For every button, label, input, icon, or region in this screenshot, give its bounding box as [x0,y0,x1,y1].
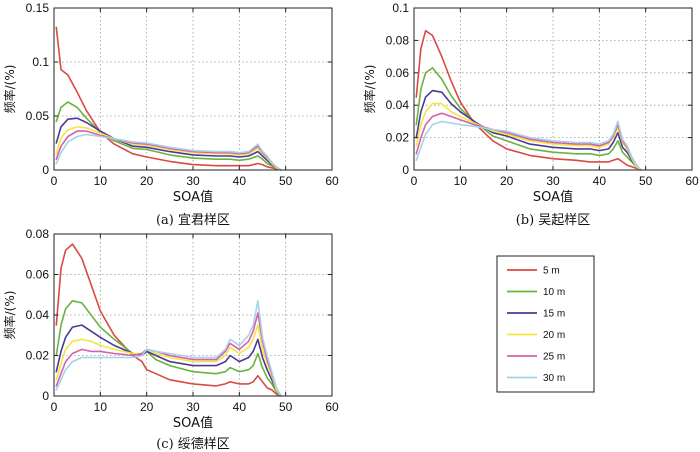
y-tick-label-b-5: 0.1 [392,1,409,15]
x-axis-label-a: SOA值 [173,189,213,205]
x-tick-label-c-1: 10 [94,400,108,414]
series-line-a-15m [55,117,282,171]
y-tick-label-c-3: 0.06 [26,268,50,282]
x-axis-label-b: SOA值 [533,189,573,205]
legend-label-30m: 30 m [543,373,565,384]
legend-label-25m: 25 m [543,352,565,363]
series-line-c-5m [55,243,282,397]
legend-label-20m: 20 m [543,330,565,341]
legend-label-10m: 10 m [543,287,565,298]
series-line-b-10m [415,67,642,171]
x-tick-label-a-0: 0 [51,174,58,188]
y-tick-label-a-3: 0.15 [26,1,50,15]
series-line-c-30m [55,300,282,397]
series-line-b-5m [415,29,642,171]
panel-caption-b: (b) 吴起样区 [516,213,591,228]
x-tick-label-b-5: 50 [639,174,653,188]
y-tick-label-b-4: 0.08 [386,33,410,47]
x-tick-label-c-4: 40 [233,400,247,414]
y-tick-label-b-1: 0.02 [386,131,410,145]
series-line-b-15m [415,89,642,171]
series-line-c-20m [55,324,282,397]
chart-panel-a: 0 10 20 30 40 50 60 0 0.05 0.1 0.15 SOA值 频率/(%) (a) 宜… [2,1,339,228]
legend-label-15m: 15 m [543,309,565,320]
y-axis-label-b: 频率/(%) [362,65,377,114]
legend: 5 m 10 m 15 m 20 m 25 m 30 m [496,255,595,393]
y-tick-label-a-0: 0 [42,163,49,177]
panel-caption-a: (a) 宜君样区 [156,213,230,228]
series-line-a-25m [55,130,282,171]
x-tick-label-a-3: 30 [186,174,200,188]
legend-label-5m: 5 m [543,266,560,277]
x-tick-label-a-5: 50 [279,174,293,188]
x-tick-label-b-1: 10 [454,174,468,188]
x-tick-label-b-3: 30 [546,174,560,188]
legend-box [496,255,595,393]
x-tick-label-c-0: 0 [51,400,58,414]
panel-caption-c: (c) 绥德样区 [156,437,230,452]
y-tick-label-b-3: 0.06 [386,66,410,80]
series-line-a-20m [55,126,282,171]
series-line-b-20m [415,102,642,171]
x-tick-label-c-3: 30 [186,400,200,414]
x-tick-label-a-4: 40 [233,174,247,188]
x-axis-label-c: SOA值 [173,415,213,431]
series-line-c-10m [55,300,282,397]
x-tick-label-b-0: 0 [411,174,418,188]
x-tick-label-a-6: 60 [325,174,339,188]
series-line-c-15m [55,324,282,397]
series-line-a-30m [55,133,282,171]
y-tick-label-b-2: 0.04 [386,98,410,112]
y-tick-label-a-2: 0.1 [32,55,49,69]
series-line-a-10m [55,101,282,171]
y-tick-label-a-1: 0.05 [26,109,50,123]
x-tick-label-b-4: 40 [593,174,607,188]
x-tick-label-c-5: 50 [279,400,293,414]
x-tick-label-a-1: 10 [94,174,108,188]
series-line-b-30m [415,120,642,171]
x-tick-label-b-2: 20 [500,174,514,188]
y-tick-label-c-2: 0.04 [26,308,50,322]
y-axis-label-c: 频率/(%) [2,291,17,340]
x-tick-label-a-2: 20 [140,174,154,188]
y-axis-label-a: 频率/(%) [2,65,17,114]
y-tick-label-c-0: 0 [42,389,49,403]
x-tick-label-c-2: 20 [140,400,154,414]
x-tick-label-b-6: 60 [685,174,699,188]
series-line-b-25m [415,112,642,171]
series-line-a-5m [55,26,282,171]
x-tick-label-c-6: 60 [325,400,339,414]
chart-panel-c: 0 10 20 30 40 50 60 0 0.02 0.04 0.06 0.08 SOA值 频率/(%)… [2,227,339,452]
y-tick-label-c-1: 0.02 [26,349,50,363]
y-tick-label-b-0: 0 [402,163,409,177]
y-tick-label-c-4: 0.08 [26,227,50,241]
chart-panel-b: 0 10 20 30 40 50 60 0 0.02 0.04 0.06 0.08 0.1 SOA值 频率/… [362,1,699,228]
